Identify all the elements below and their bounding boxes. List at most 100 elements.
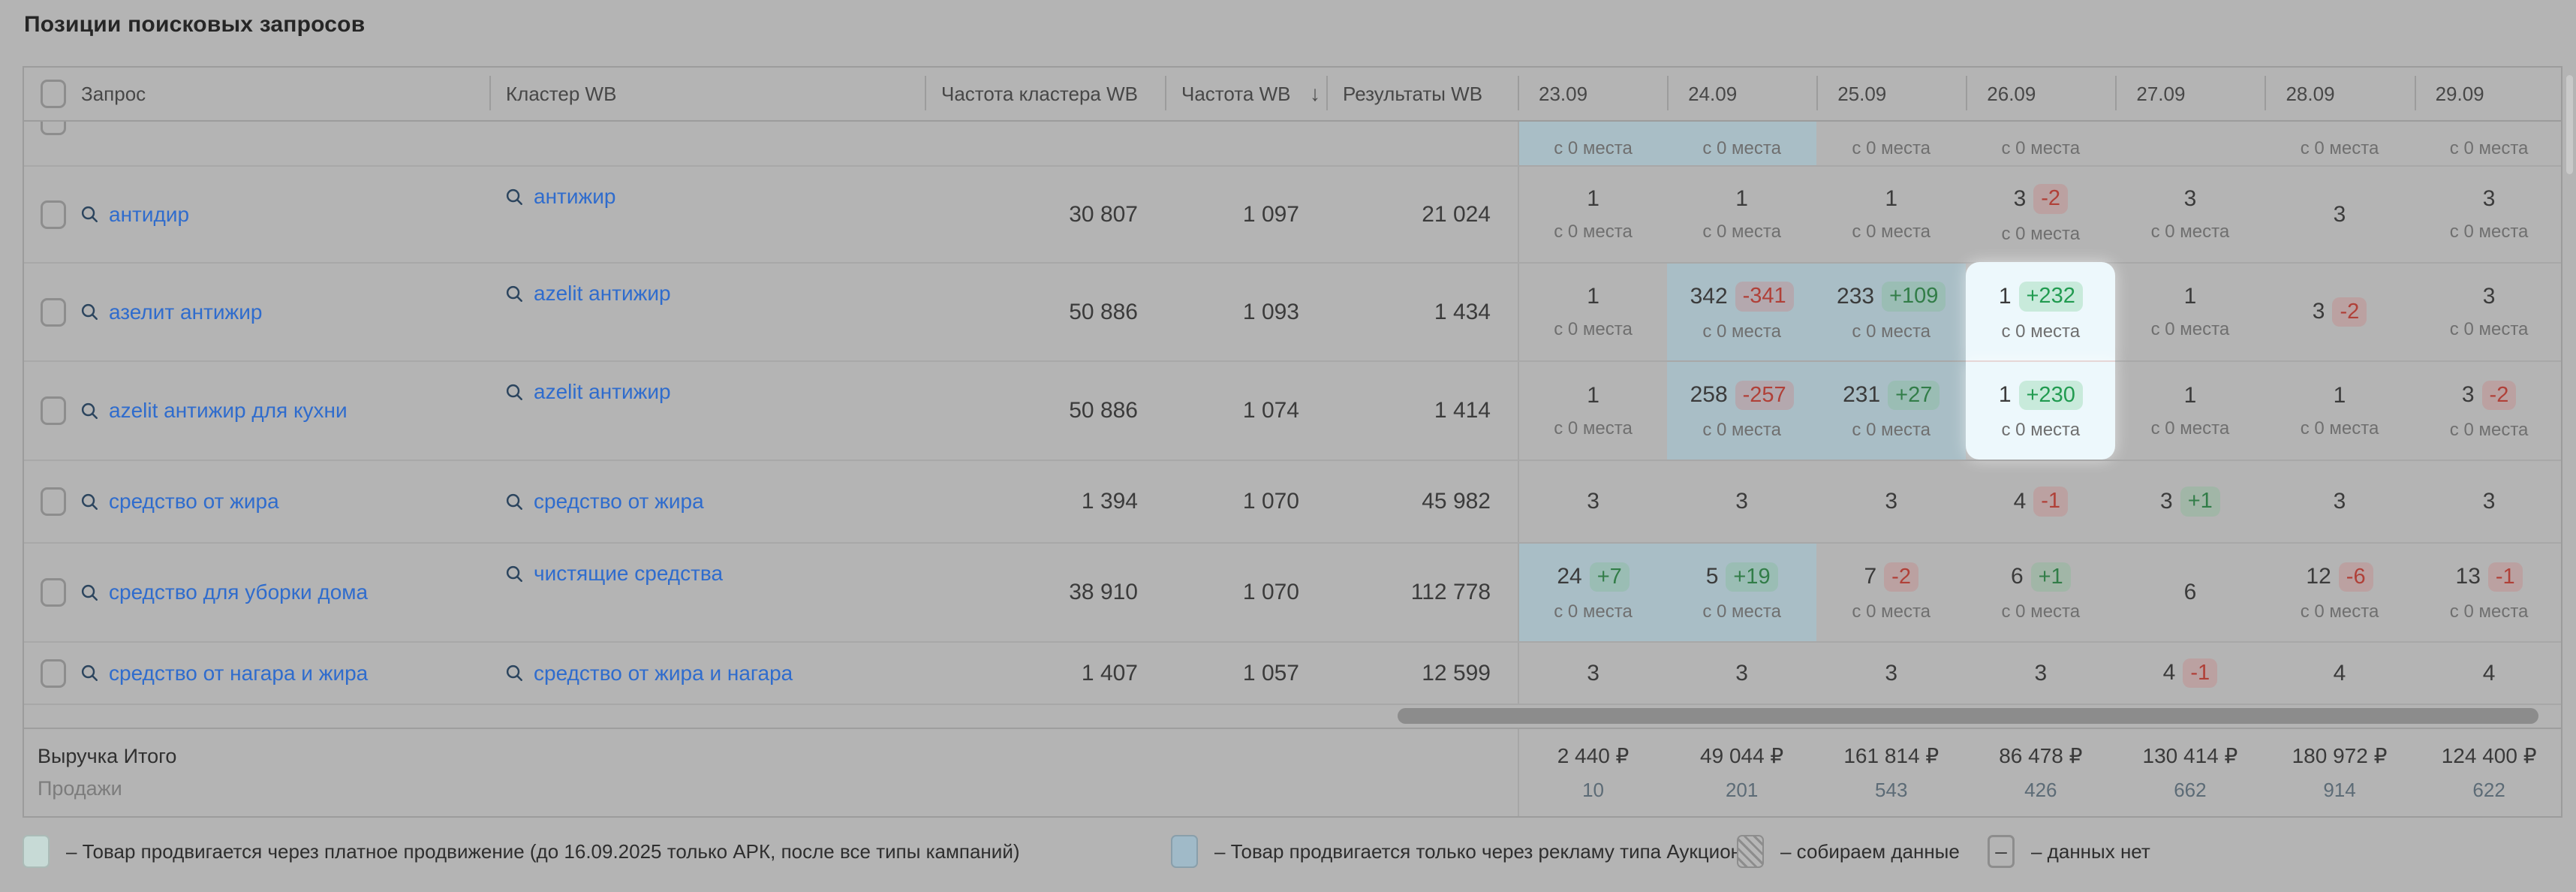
column-header-cluster[interactable]: Кластер WB	[489, 68, 925, 120]
position-cell[interactable]: 3	[1518, 461, 1667, 542]
position-cell[interactable]: с 0 места	[2415, 122, 2561, 165]
position-source-label: с 0 места	[2300, 601, 2379, 622]
freq-cluster-value: 1 394	[1081, 489, 1138, 514]
column-header-date: 28.09	[2265, 68, 2414, 120]
position-value: 231	[1843, 382, 1881, 408]
position-cell[interactable]: 1 с 0 места	[1816, 167, 1966, 262]
position-cell[interactable]: с 0 места	[1518, 122, 1668, 165]
footer-sales-value: 662	[2174, 779, 2207, 801]
position-cell[interactable]: 3	[2415, 461, 2564, 542]
position-change-badge: +19	[1726, 562, 1778, 592]
position-cell[interactable]: 3 с 0 места	[2115, 167, 2265, 262]
position-cell[interactable]: 3	[2265, 461, 2414, 542]
position-cell[interactable]: 1 с 0 места	[2115, 264, 2265, 360]
cluster-link[interactable]: средство от жира и нагара	[504, 661, 793, 686]
footer-sales-value: 914	[2323, 779, 2356, 801]
query-link[interactable]: средство от нагара и жира	[80, 661, 368, 686]
query-link[interactable]: азелит антижир	[80, 300, 262, 324]
column-header-results[interactable]: Результаты WB	[1326, 68, 1518, 120]
position-cell[interactable]: 3	[1816, 461, 1966, 542]
column-header-freq-cluster[interactable]: Частота кластера WB	[925, 68, 1165, 120]
search-icon	[506, 565, 522, 582]
position-cell[interactable]: с 0 места	[1816, 122, 1966, 165]
position-cell[interactable]: 3	[1966, 643, 2115, 704]
vertical-scrollbar-thumb[interactable]	[2566, 75, 2573, 174]
position-cell[interactable]: 1 с 0 места	[2115, 362, 2265, 460]
position-cell[interactable]: с 0 места	[1667, 122, 1817, 165]
footer-sales-value: 201	[1725, 779, 1759, 801]
position-cell[interactable]: 3 +1	[2115, 461, 2265, 542]
position-cell[interactable]: 342 -341 с 0 места	[1667, 264, 1817, 360]
column-header-query[interactable]: Запрос	[24, 68, 489, 120]
search-icon	[506, 493, 522, 510]
position-cell[interactable]: с 0 места	[2265, 122, 2414, 165]
footer-revenue-value: 161 814 ₽	[1843, 744, 1940, 767]
position-cell[interactable]: 1 с 0 места	[1518, 167, 1667, 262]
table-row: средство от нагара и жира средство от жир…	[24, 641, 2561, 704]
position-cell[interactable]: 3	[1667, 643, 1816, 704]
cluster-link[interactable]: чистящие средства	[504, 562, 723, 586]
position-cell[interactable]: 7 -2 с 0 места	[1816, 544, 1966, 641]
position-cell[interactable]: 231 +27 с 0 места	[1816, 362, 1967, 460]
position-cell[interactable]	[2115, 122, 2265, 165]
position-cell[interactable]: 3	[1816, 643, 1966, 704]
position-cell[interactable]: с 0 места	[1966, 122, 2115, 165]
row-checkbox[interactable]	[41, 122, 66, 135]
position-cell[interactable]: 12 -6 с 0 места	[2265, 544, 2414, 641]
position-cell[interactable]: 5 +19 с 0 места	[1667, 544, 1817, 641]
position-source-label: с 0 места	[2449, 319, 2529, 339]
cluster-link[interactable]: azelit антижир	[504, 380, 671, 404]
cluster-link[interactable]: антижир	[504, 185, 615, 209]
position-cell[interactable]: 4	[2265, 643, 2414, 704]
position-cell[interactable]: 1 с 0 места	[1518, 362, 1667, 460]
position-cell[interactable]: 1 с 0 места	[1518, 264, 1667, 360]
column-header-freq[interactable]: Частота WB ↓	[1165, 68, 1326, 120]
select-all-checkbox[interactable]	[41, 80, 66, 108]
position-cell[interactable]: 233 +109 с 0 места	[1816, 264, 1967, 360]
position-cell[interactable]: 3	[1667, 461, 1816, 542]
row-checkbox[interactable]	[41, 200, 66, 229]
position-cell[interactable]: 1 с 0 места	[1667, 167, 1816, 262]
position-line: 3	[2334, 489, 2346, 514]
query-link[interactable]: средство для уборки дома	[80, 580, 368, 604]
horizontal-scrollbar[interactable]	[24, 704, 2561, 728]
date-label: 27.09	[2136, 82, 2186, 105]
row-checkbox[interactable]	[41, 297, 66, 327]
position-cell[interactable]: 6 +1 с 0 места	[1966, 544, 2115, 641]
position-value: 3	[2461, 382, 2475, 408]
position-cell[interactable]: 3 -2 с 0 места	[2415, 362, 2564, 460]
position-cell[interactable]: 1 с 0 места	[2265, 362, 2414, 460]
position-cell[interactable]: 4 -1	[1966, 461, 2115, 542]
position-cell[interactable]: 6	[2115, 544, 2265, 641]
row-checkbox[interactable]	[41, 658, 66, 688]
position-cell[interactable]: 1 +232 с 0 места	[1966, 262, 2116, 360]
table-row: антидир антижир 30 807 1 097 21 024 1 с 0 мест…	[24, 165, 2561, 262]
query-link[interactable]: средство от жира	[80, 490, 279, 514]
horizontal-scrollbar-thumb[interactable]	[1398, 708, 2538, 724]
freq-value: 1 097	[1242, 201, 1299, 227]
position-cell[interactable]: 1 +230 с 0 места	[1966, 360, 2116, 460]
position-cell[interactable]: 3 -2 с 0 места	[1966, 167, 2115, 262]
position-cell[interactable]: 24 +7 с 0 места	[1518, 544, 1668, 641]
row-checkbox[interactable]	[41, 487, 66, 516]
row-checkbox[interactable]	[41, 396, 66, 425]
position-cell[interactable]: 3 -2	[2265, 264, 2414, 360]
position-cell[interactable]: 3 с 0 места	[2415, 167, 2564, 262]
query-link[interactable]: антидир	[80, 203, 189, 227]
position-cell[interactable]: 3	[2265, 167, 2414, 262]
position-cell[interactable]: 3 с 0 места	[2415, 264, 2564, 360]
cluster-link[interactable]: azelit антижир	[504, 282, 671, 306]
query-link[interactable]: azelit антижир для кухни	[80, 399, 348, 423]
position-cell[interactable]: 13 -1 с 0 места	[2415, 544, 2564, 641]
position-cell[interactable]: 258 -257 с 0 места	[1667, 362, 1817, 460]
date-label: 29.09	[2435, 82, 2484, 105]
cluster-link[interactable]: средство от жира	[504, 490, 704, 514]
row-checkbox[interactable]	[41, 578, 66, 607]
sort-desc-icon[interactable]: ↓	[1310, 82, 1320, 105]
search-icon	[506, 188, 522, 205]
position-cell[interactable]: 3	[1518, 643, 1667, 704]
position-cell[interactable]: 4	[2415, 643, 2564, 704]
position-cell[interactable]: 4 -1	[2115, 643, 2265, 704]
position-change-badge: -2	[2332, 297, 2367, 327]
page-title: Позиции поисковых запросов	[24, 12, 366, 37]
